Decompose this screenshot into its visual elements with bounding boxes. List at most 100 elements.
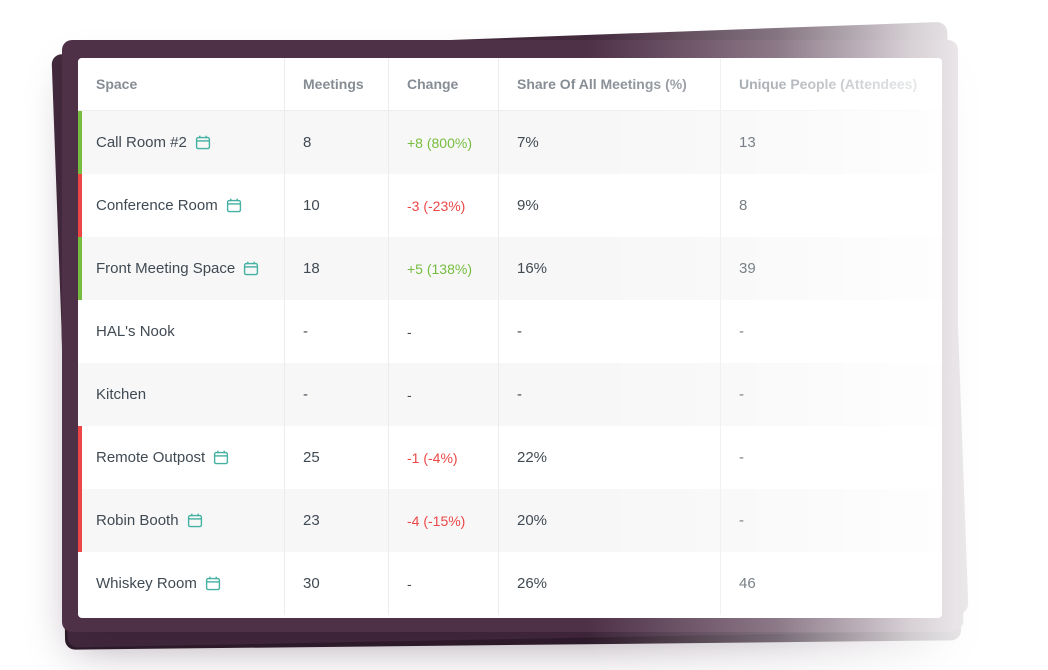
space-cell: Front Meeting Space [78,237,285,300]
share-value: 20% [517,512,548,529]
change-value: - [407,323,412,340]
change-value: - [407,575,412,592]
meetings-table-card: Space Meetings Change Share Of All Meeti… [78,58,942,618]
share-value: - [517,386,522,403]
change-cell: -4 (-15%) [389,489,499,552]
column-header-meetings: Meetings [285,58,389,110]
unique-value: - [739,323,744,340]
space-cell: Remote Outpost [78,426,285,489]
unique-people-cell: 46 [721,552,942,615]
table-row[interactable]: Remote Outpost 25 -1 (-4%) 22% - [78,426,942,489]
share-cell: 9% [499,174,721,237]
meetings-cell: - [285,300,389,363]
share-value: 16% [517,260,548,277]
table-row[interactable]: Whiskey Room 30 - 26% 46 [78,552,942,615]
change-cell: +5 (138%) [389,237,499,300]
column-header-share: Share Of All Meetings (%) [499,58,721,110]
unique-people-cell: - [721,489,942,552]
space-name: Whiskey Room [96,575,197,592]
share-cell: - [499,300,721,363]
change-value: -3 (-23%) [407,197,466,214]
space-name: Front Meeting Space [96,260,236,277]
column-header-unique-people: Unique People (Attendees) [739,76,918,92]
table-row[interactable]: Kitchen - - - - [78,363,942,426]
table-row[interactable]: HAL's Nook - - - - [78,300,942,363]
meetings-cell: 18 [285,237,389,300]
calendar-icon[interactable] [226,198,242,213]
meetings-value: 8 [303,134,312,151]
change-cell: -3 (-23%) [389,174,499,237]
calendar-icon[interactable] [213,450,229,465]
change-value: -1 (-4%) [407,449,458,466]
share-cell: 20% [499,489,721,552]
meetings-value: - [303,386,308,403]
meetings-value: 18 [303,260,320,277]
unique-people-cell: - [721,363,942,426]
change-cell: -1 (-4%) [389,426,499,489]
meetings-value: - [303,323,308,340]
unique-people-cell: - [721,426,942,489]
change-value: +8 (800%) [407,134,472,151]
meetings-cell: 8 [285,111,389,174]
space-cell: Robin Booth [78,489,285,552]
calendar-icon[interactable] [187,513,203,528]
calendar-icon[interactable] [243,261,259,276]
space-cell: HAL's Nook [78,300,285,363]
change-cell: - [389,363,499,426]
share-cell: 16% [499,237,721,300]
row-accent-bar [78,111,82,174]
calendar-icon[interactable] [205,576,221,591]
row-accent-bar [78,426,82,489]
space-cell: Whiskey Room [78,552,285,615]
unique-value: 39 [739,260,756,277]
table-row[interactable]: Robin Booth 23 -4 (-15%) 20% - [78,489,942,552]
share-cell: 26% [499,552,721,615]
unique-value: 13 [739,134,756,151]
meetings-cell: 10 [285,174,389,237]
space-cell: Call Room #2 [78,111,285,174]
meetings-cell: 23 [285,489,389,552]
unique-people-cell: 13 [721,111,942,174]
unique-value: - [739,386,744,403]
change-cell: +8 (800%) [389,111,499,174]
calendar-icon[interactable] [195,135,211,150]
change-cell: - [389,552,499,615]
table-row[interactable]: Conference Room 10 -3 (-23%) 9% 8 [78,174,942,237]
share-cell: 7% [499,111,721,174]
unique-people-cell: 39 [721,237,942,300]
column-header-space: Space [78,58,285,110]
unique-value: - [739,449,744,466]
unique-people-cell: - [721,300,942,363]
table-row[interactable]: Call Room #2 8 +8 (800%) 7% 13 [78,111,942,174]
share-cell: - [499,363,721,426]
unique-value: 46 [739,575,756,592]
row-accent-bar [78,237,82,300]
row-accent-bar [78,489,82,552]
space-cell: Conference Room [78,174,285,237]
meetings-value: 30 [303,575,320,592]
unique-value: - [739,512,744,529]
share-value: 22% [517,449,548,466]
meetings-cell: 30 [285,552,389,615]
share-cell: 22% [499,426,721,489]
share-value: - [517,323,522,340]
space-name: Robin Booth [96,512,179,529]
space-name: Kitchen [96,386,147,403]
meetings-cell: 25 [285,426,389,489]
window-frame: Space Meetings Change Share Of All Meeti… [62,40,958,632]
space-cell: Kitchen [78,363,285,426]
change-value: -4 (-15%) [407,512,466,529]
meetings-value: 23 [303,512,320,529]
share-value: 26% [517,575,548,592]
meetings-cell: - [285,363,389,426]
window-frame-stack: Space Meetings Change Share Of All Meeti… [51,21,969,650]
change-value: +5 (138%) [407,260,472,277]
unique-people-cell: 8 [721,174,942,237]
meetings-value: 25 [303,449,320,466]
table-row[interactable]: Front Meeting Space 18 +5 (138%) 16% 39 [78,237,942,300]
unique-value: 8 [739,197,748,214]
space-name: Remote Outpost [96,449,206,466]
change-value: - [407,386,412,403]
space-name: HAL's Nook [96,323,175,340]
